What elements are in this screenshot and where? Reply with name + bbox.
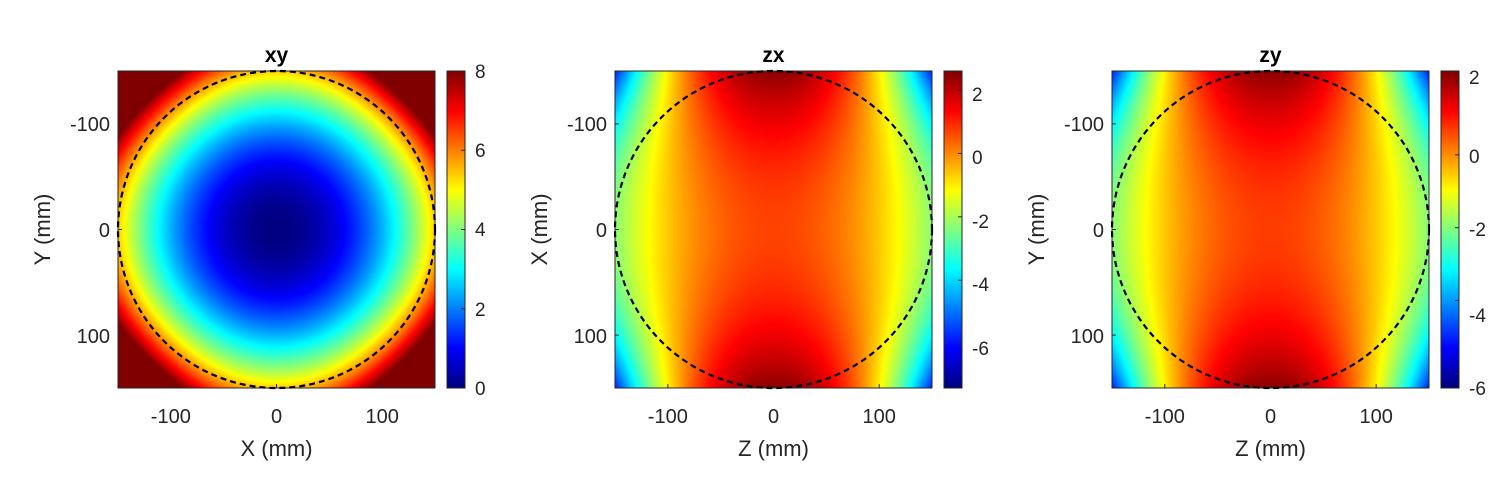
x-tick-marks bbox=[1164, 384, 1377, 388]
colorbar-tick-label-1: 0 bbox=[475, 379, 486, 400]
y-tick-label-2: 0 bbox=[99, 220, 110, 242]
heatmap-image bbox=[1112, 71, 1429, 388]
colorbar bbox=[1441, 71, 1459, 388]
colorbar-tick-label-2: -4 bbox=[972, 275, 989, 296]
plot-svg-zy: -100 0 100 -100 0 100 zy Z (mm) Y (mm) -… bbox=[1024, 44, 1486, 461]
x-tick-marks bbox=[667, 384, 880, 388]
colorbar-box bbox=[1440, 70, 1460, 389]
y-axis-label: X (mm) bbox=[527, 193, 552, 265]
dashed-circle bbox=[1110, 69, 1431, 390]
subplot-zy: -100 0 100 -100 0 100 zy Z (mm) Y (mm) -… bbox=[994, 0, 1495, 480]
x-axis-label: X (mm) bbox=[240, 436, 312, 461]
colorbar-tick-label-3: -2 bbox=[972, 212, 989, 233]
colorbar-tick-marks bbox=[958, 89, 962, 345]
chart-title: zy bbox=[1259, 44, 1282, 67]
x-tick-label-2: 0 bbox=[1265, 406, 1276, 428]
y-axis-label: Y (mm) bbox=[1024, 194, 1049, 266]
y-axis-label: Y (mm) bbox=[30, 194, 55, 266]
y-tick-label-3: 100 bbox=[77, 326, 110, 348]
colorbar-tick-label-4: 6 bbox=[475, 141, 486, 162]
colorbar-tick-label-4: 0 bbox=[1469, 147, 1480, 168]
y-tick-label-3: 100 bbox=[574, 326, 607, 348]
y-tick-label-2: 0 bbox=[1093, 220, 1104, 242]
y-tick-marks bbox=[615, 123, 619, 336]
colorbar-tick-label-5: 2 bbox=[972, 85, 983, 106]
colorbar-tick-label-2: 2 bbox=[475, 300, 486, 321]
heatmap-image bbox=[615, 71, 932, 388]
chart-title: zx bbox=[762, 44, 785, 67]
x-axis-label: Z (mm) bbox=[1235, 436, 1306, 461]
colorbar-tick-marks bbox=[461, 70, 465, 389]
y-tick-marks bbox=[118, 123, 122, 336]
x-tick-label-1: -100 bbox=[648, 406, 688, 428]
y-tick-label-3: 100 bbox=[1071, 326, 1104, 348]
subplot-xy: -100 0 100 -100 0 100 xy X (mm) Y (mm) 0… bbox=[0, 0, 501, 480]
x-tick-label-3: 100 bbox=[366, 406, 399, 428]
x-tick-label-3: 100 bbox=[863, 406, 896, 428]
colorbar-box bbox=[943, 70, 963, 389]
y-tick-marks bbox=[1112, 123, 1116, 336]
x-tick-label-2: 0 bbox=[271, 406, 282, 428]
y-tick-label-1: -100 bbox=[1064, 114, 1104, 136]
colorbar-tick-label-2: -4 bbox=[1469, 306, 1486, 327]
x-axis-label: Z (mm) bbox=[738, 436, 809, 461]
dashed-circle bbox=[116, 69, 437, 390]
y-tick-label-1: -100 bbox=[567, 114, 607, 136]
colorbar-tick-label-1: -6 bbox=[1469, 379, 1486, 400]
colorbar-tick-label-3: 4 bbox=[475, 220, 486, 241]
plot-svg-xy: -100 0 100 -100 0 100 xy X (mm) Y (mm) 0… bbox=[30, 44, 486, 461]
x-tick-label-3: 100 bbox=[1360, 406, 1393, 428]
heatmap-image bbox=[118, 71, 435, 388]
subplot-zx: -100 0 100 -100 0 100 zx Z (mm) X (mm) -… bbox=[497, 0, 998, 480]
colorbar-tick-label-1: -6 bbox=[972, 339, 989, 360]
colorbar-tick-label-3: -2 bbox=[1469, 220, 1486, 241]
x-tick-label-1: -100 bbox=[151, 406, 191, 428]
colorbar-tick-label-5: 8 bbox=[475, 62, 486, 83]
colorbar-tick-label-4: 0 bbox=[972, 148, 983, 169]
colorbar bbox=[944, 71, 962, 388]
x-tick-marks bbox=[170, 384, 383, 388]
y-tick-label-2: 0 bbox=[596, 220, 607, 242]
colorbar-tick-marks bbox=[1455, 81, 1459, 374]
dashed-circle bbox=[613, 69, 934, 390]
colorbar-tick-label-5: 2 bbox=[1469, 68, 1480, 89]
x-tick-label-2: 0 bbox=[768, 406, 779, 428]
colorbar bbox=[447, 71, 465, 388]
y-tick-label-1: -100 bbox=[70, 114, 110, 136]
chart-title: xy bbox=[265, 44, 289, 67]
plot-svg-zx: -100 0 100 -100 0 100 zx Z (mm) X (mm) -… bbox=[527, 44, 989, 461]
x-tick-label-1: -100 bbox=[1145, 406, 1185, 428]
